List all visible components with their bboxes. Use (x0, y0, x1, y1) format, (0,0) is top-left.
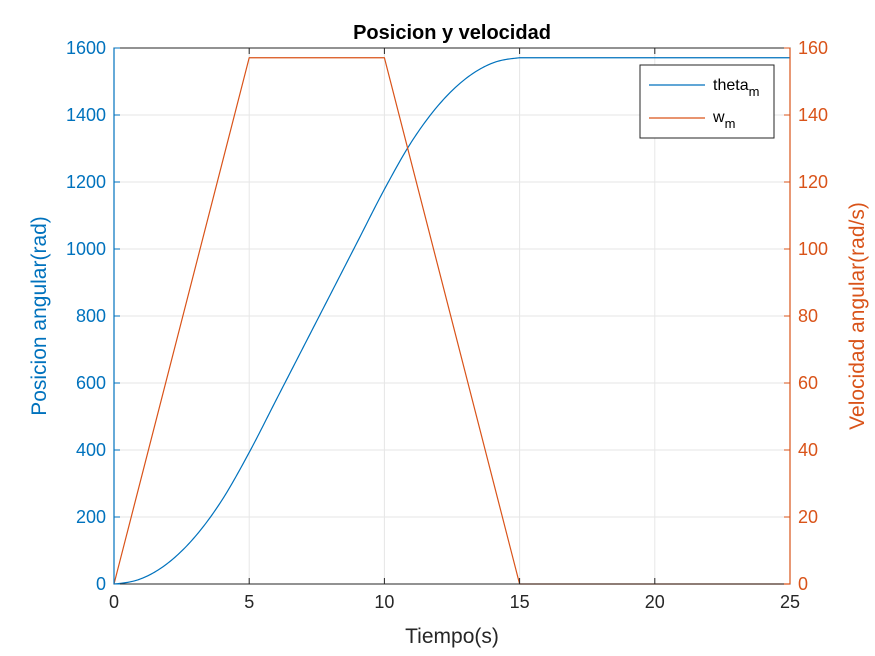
left-y-tick-label: 1200 (66, 172, 106, 192)
left-y-tick-label: 1400 (66, 105, 106, 125)
right-y-tick-label: 20 (798, 507, 818, 527)
left-y-tick-label: 1600 (66, 38, 106, 58)
x-tick-label: 20 (645, 592, 665, 612)
series-line-theta_m (113, 57, 790, 585)
legend-label-theta-sub: m (749, 84, 760, 99)
left-axis-label: Posicion angular(rad) (28, 216, 51, 416)
chart-title: Posicion y velocidad (353, 22, 551, 44)
right-y-tick-label: 160 (798, 38, 828, 58)
right-axis-label: Velocidad angular(rad/s) (846, 202, 869, 430)
x-axis-label: Tiempo(s) (405, 625, 499, 648)
legend-label-w: wm (712, 109, 735, 131)
legend: thetam wm (639, 64, 775, 139)
legend-label-theta-base: theta (713, 77, 749, 94)
x-tick-label: 0 (109, 592, 119, 612)
right-y-tick-label: 80 (798, 306, 818, 326)
right-y-tick-label: 60 (798, 373, 818, 393)
left-y-tick-label: 0 (96, 574, 106, 594)
left-y-tick-label: 800 (76, 306, 106, 326)
left-y-tick-label: 400 (76, 440, 106, 460)
x-tick-label: 25 (780, 592, 800, 612)
right-y-tick-label: 140 (798, 105, 828, 125)
legend-label-w-base: w (712, 109, 725, 126)
right-y-tick-label: 120 (798, 172, 828, 192)
right-y-tick-label: 0 (798, 574, 808, 594)
left-y-tick-label: 1000 (66, 239, 106, 259)
axes-group: 0 5 10 15 20 25020040060080010001200140016000… (66, 38, 828, 612)
left-y-tick-label: 600 (76, 373, 106, 393)
right-y-tick-label: 40 (798, 440, 818, 460)
left-y-tick-label: 200 (76, 507, 106, 527)
x-tick-label: 5 (244, 592, 254, 612)
x-tick-label: 15 (510, 592, 530, 612)
right-y-tick-label: 100 (798, 239, 828, 259)
legend-label-w-sub: m (725, 116, 736, 131)
legend-box (639, 64, 775, 139)
legend-label-theta: thetam (713, 77, 759, 99)
x-tick-label: 10 (374, 592, 394, 612)
